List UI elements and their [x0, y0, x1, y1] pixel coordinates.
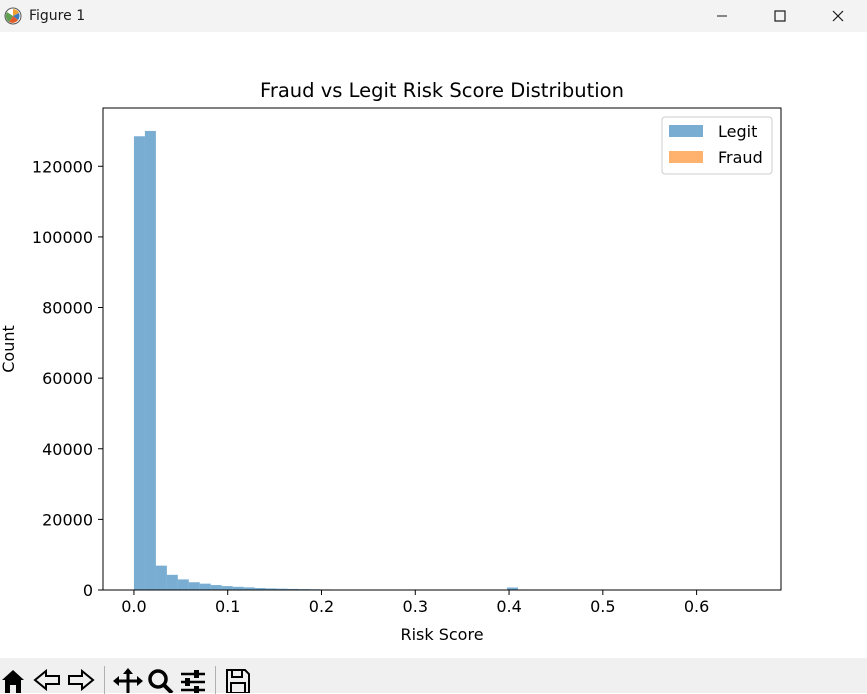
- forward-icon: [67, 668, 95, 693]
- x-tick-label: 0.0: [121, 597, 146, 616]
- bar-legit: [145, 131, 156, 590]
- legend-label-legit: Legit: [718, 122, 757, 141]
- back-button[interactable]: [32, 658, 62, 693]
- legend-swatch-fraud: [669, 151, 703, 163]
- minimize-button[interactable]: [693, 0, 751, 32]
- y-tick-label: 40000: [42, 440, 93, 459]
- bar-legit: [189, 582, 200, 590]
- save-button[interactable]: [224, 658, 252, 693]
- configure-subplots-icon: [179, 668, 207, 693]
- bar-legit: [156, 566, 167, 590]
- home-icon: [0, 668, 26, 693]
- window-titlebar: Figure 1: [0, 0, 867, 32]
- legend-label-fraud: Fraud: [718, 148, 763, 167]
- minimize-icon: [716, 10, 728, 22]
- toolbar-separator: [215, 666, 216, 694]
- save-icon: [225, 668, 251, 693]
- pan-button[interactable]: [113, 658, 143, 693]
- figure-canvas[interactable]: Fraud vs Legit Risk Score Distribution 0…: [0, 32, 867, 658]
- bars-group: [134, 131, 529, 590]
- close-button[interactable]: [809, 0, 867, 32]
- x-tick-label: 0.6: [684, 597, 709, 616]
- zoom-icon: [147, 668, 175, 693]
- maximize-icon: [774, 10, 786, 22]
- x-axis-ticks: 0.0 0.1 0.2 0.3 0.4 0.5 0.6: [121, 590, 709, 616]
- y-tick-label: 120000: [32, 157, 93, 176]
- navigation-toolbar: [0, 658, 867, 693]
- bar-legit: [222, 586, 233, 590]
- back-icon: [33, 668, 61, 693]
- x-tick-label: 0.4: [496, 597, 521, 616]
- x-axis-label: Risk Score: [400, 625, 483, 644]
- y-tick-label: 80000: [42, 299, 93, 318]
- plot-frame: [103, 108, 781, 590]
- zoom-button[interactable]: [147, 658, 175, 693]
- bar-legit: [134, 136, 145, 590]
- bar-legit: [200, 584, 211, 590]
- y-axis-label: Count: [0, 325, 18, 373]
- toolbar-separator: [104, 666, 105, 694]
- x-tick-label: 0.2: [309, 597, 334, 616]
- histogram-chart: Fraud vs Legit Risk Score Distribution 0…: [0, 32, 867, 658]
- maximize-button[interactable]: [751, 0, 809, 32]
- matplotlib-icon: [4, 7, 22, 25]
- y-tick-label: 20000: [42, 510, 93, 529]
- legend: Legit Fraud: [662, 117, 772, 174]
- x-tick-label: 0.1: [215, 597, 240, 616]
- close-icon: [832, 10, 844, 22]
- chart-title: Fraud vs Legit Risk Score Distribution: [260, 79, 624, 102]
- forward-button[interactable]: [66, 658, 96, 693]
- y-tick-label: 60000: [42, 369, 93, 388]
- bar-legit: [211, 585, 222, 590]
- bar-legit: [167, 575, 178, 590]
- x-tick-label: 0.5: [590, 597, 615, 616]
- configure-subplots-button[interactable]: [179, 658, 207, 693]
- home-button[interactable]: [0, 658, 26, 693]
- y-tick-label: 100000: [32, 228, 93, 247]
- y-tick-label: 0: [83, 581, 93, 600]
- pan-icon: [113, 668, 143, 693]
- window-title: Figure 1: [29, 8, 85, 24]
- bar-legit: [178, 579, 189, 590]
- x-tick-label: 0.3: [403, 597, 428, 616]
- legend-swatch-legit: [669, 125, 703, 137]
- y-axis-ticks: 0 20000 40000 60000 80000 100000 120000: [32, 157, 103, 600]
